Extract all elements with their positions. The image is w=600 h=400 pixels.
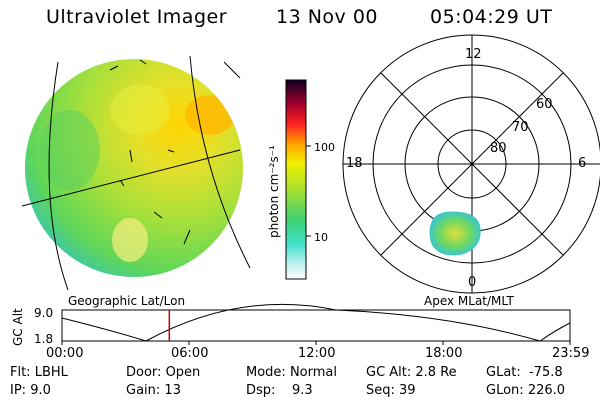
param-glat-value: -75.8 [529,365,563,380]
timeline-axis-title: GC Alt [11,308,25,346]
param-mode-value: Normal [289,365,337,380]
param-ip: IP: 9.0 [10,383,51,398]
param-door: Door: Open [126,365,201,380]
polar-plot [342,34,600,294]
mlt-label-6: 6 [578,156,587,171]
param-gc-alt: GC Alt: 2.8 Re [366,365,457,380]
param-door-value: Open [165,365,201,380]
colorbar-tick-100: 100 [314,141,335,154]
param-dsp-value: 9.3 [291,383,313,398]
param-mode: Mode: Normal [246,365,337,380]
timeline-xtick-4: 23:59 [552,346,590,361]
timeline-xtick-3: 18:00 [425,346,463,361]
param-gain: Gain: 13 [126,383,181,398]
mlt-label-18: 18 [346,156,363,171]
geographic-panel-label: Geographic Lat/Lon [68,294,186,308]
timeline-ytick-min: 1.8 [34,332,54,346]
timeline-xtick-2: 12:00 [298,346,336,361]
image-date: 13 Nov 00 [276,6,379,28]
mlt-label-0: 0 [468,275,477,290]
param-gc-alt-value: 2.8 Re [415,365,457,380]
param-ip-value: 9.0 [30,383,51,398]
param-gain-value: 13 [164,383,181,398]
altitude-timeline [61,303,571,345]
param-glon-value: 226.0 [527,383,566,398]
mlt-label-12: 12 [465,47,482,62]
apex-panel-label: Apex MLat/MLT [424,294,514,308]
image-time: 05:04:29 UT [430,6,553,28]
colorbar-tick-10: 10 [314,231,328,244]
uv-image-disk [25,59,243,277]
mlat-label-70: 70 [512,120,529,135]
param-glat: GLat: -75.8 [486,365,563,380]
param-glon: GLon: 226.0 [486,383,566,398]
param-seq-value: 39 [399,383,416,398]
colorbar-unit-label: photon cm⁻²s⁻¹ [267,145,281,238]
mlat-label-60: 60 [536,97,553,112]
geographic-grid-lines [21,55,251,291]
mlat-label-80: 80 [490,141,507,156]
param-filter: Flt: LBHL [10,365,68,380]
timeline-xtick-0: 00:00 [46,346,84,361]
colorbar [285,79,311,280]
param-seq: Seq: 39 [366,383,416,398]
auroral-oval-blob [429,211,481,256]
param-dsp: Dsp: 9.3 [246,383,313,398]
timeline-xtick-1: 06:00 [171,346,209,361]
timeline-ytick-max: 9.0 [34,306,54,320]
param-filter-value: LBHL [34,365,68,380]
instrument-title: Ultraviolet Imager [46,6,228,28]
